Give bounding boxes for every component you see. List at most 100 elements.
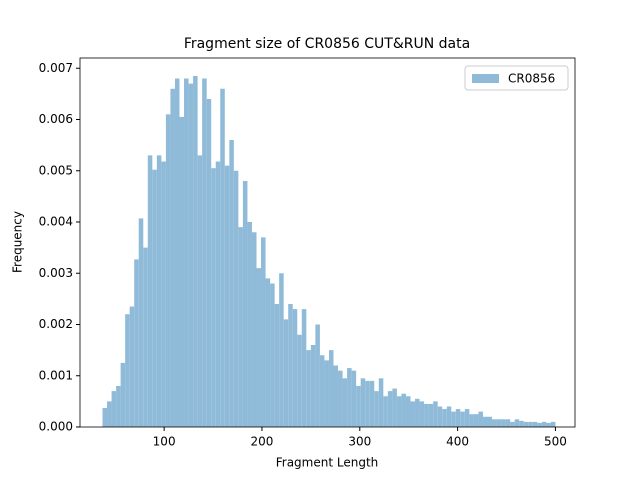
bar	[319, 355, 325, 427]
bar	[378, 378, 384, 427]
y-tick-label: 0.006	[39, 112, 73, 126]
bar	[152, 169, 157, 427]
bar	[256, 268, 262, 427]
bar	[184, 78, 189, 427]
bar	[528, 421, 533, 427]
bar	[301, 309, 307, 427]
bar	[229, 140, 234, 427]
bar	[356, 386, 361, 427]
legend-swatch	[472, 74, 499, 83]
y-tick-label: 0.004	[39, 215, 73, 229]
bar	[120, 362, 126, 427]
y-tick-label: 0.007	[39, 61, 73, 75]
bar	[156, 155, 162, 427]
bar	[238, 227, 243, 427]
bar	[279, 273, 284, 427]
bar	[197, 155, 203, 427]
bar	[469, 414, 474, 427]
bar	[306, 350, 311, 427]
bar	[415, 398, 420, 427]
bar	[134, 259, 139, 427]
bar	[125, 314, 130, 427]
bar	[347, 368, 352, 427]
bar	[188, 83, 194, 427]
bar	[428, 403, 434, 427]
bar	[111, 391, 117, 427]
bar	[514, 419, 520, 427]
bar	[261, 237, 266, 427]
legend-box	[464, 65, 569, 91]
bar	[351, 370, 357, 427]
y-tick-label: 0.005	[39, 163, 73, 177]
bar	[270, 283, 275, 427]
bar	[492, 419, 497, 427]
bar	[396, 396, 402, 427]
bar	[179, 116, 185, 427]
bar	[265, 278, 271, 427]
bar	[482, 416, 488, 427]
bar	[401, 393, 406, 427]
bar	[451, 411, 456, 427]
bar	[537, 422, 542, 427]
bar	[202, 78, 207, 427]
bar	[147, 155, 153, 427]
bar	[165, 114, 171, 427]
bar	[392, 388, 397, 427]
bar	[170, 88, 175, 427]
bar	[532, 421, 538, 427]
bar	[274, 304, 280, 427]
y-axis-label: Frequency	[11, 211, 25, 273]
bar	[297, 334, 302, 427]
bar	[505, 419, 511, 427]
bar	[387, 391, 393, 427]
bar	[460, 411, 465, 427]
bar	[242, 181, 248, 427]
y-tick-label: 0.003	[39, 266, 73, 280]
bar	[310, 345, 316, 427]
bar	[102, 408, 108, 427]
bar	[143, 247, 148, 427]
bar	[541, 421, 547, 427]
bar	[464, 409, 470, 427]
bar	[116, 386, 121, 427]
bar	[283, 319, 289, 427]
bar	[442, 409, 447, 427]
y-tick-label: 0.002	[39, 317, 73, 331]
bar	[383, 396, 388, 427]
bar	[365, 380, 370, 427]
bar	[523, 421, 529, 427]
legend-label: CR0856	[508, 72, 555, 86]
bar	[405, 396, 411, 427]
bar	[433, 401, 438, 427]
bar	[338, 370, 343, 427]
x-tick-label: 100	[153, 435, 176, 449]
bar	[424, 403, 429, 427]
bar	[138, 218, 144, 427]
bar	[174, 78, 180, 427]
bar	[107, 401, 112, 427]
bar	[369, 380, 375, 427]
bar	[324, 360, 329, 427]
bar	[496, 419, 502, 427]
bar	[446, 406, 452, 427]
bar	[247, 222, 252, 427]
x-tick-label: 400	[446, 435, 469, 449]
bar	[550, 421, 556, 427]
bar	[328, 350, 334, 427]
bar	[220, 88, 225, 427]
x-tick-label: 200	[251, 435, 274, 449]
bar	[224, 165, 230, 427]
bar	[161, 161, 166, 427]
bar	[360, 378, 366, 427]
bar	[292, 309, 298, 427]
bar	[510, 421, 515, 427]
bar	[455, 409, 461, 427]
bar	[288, 304, 293, 427]
y-tick-label: 0.000	[39, 420, 73, 434]
y-tick-label: 0.001	[39, 368, 73, 382]
bar	[419, 401, 425, 427]
bar	[206, 99, 212, 427]
bar	[501, 419, 506, 427]
bar	[315, 324, 320, 427]
